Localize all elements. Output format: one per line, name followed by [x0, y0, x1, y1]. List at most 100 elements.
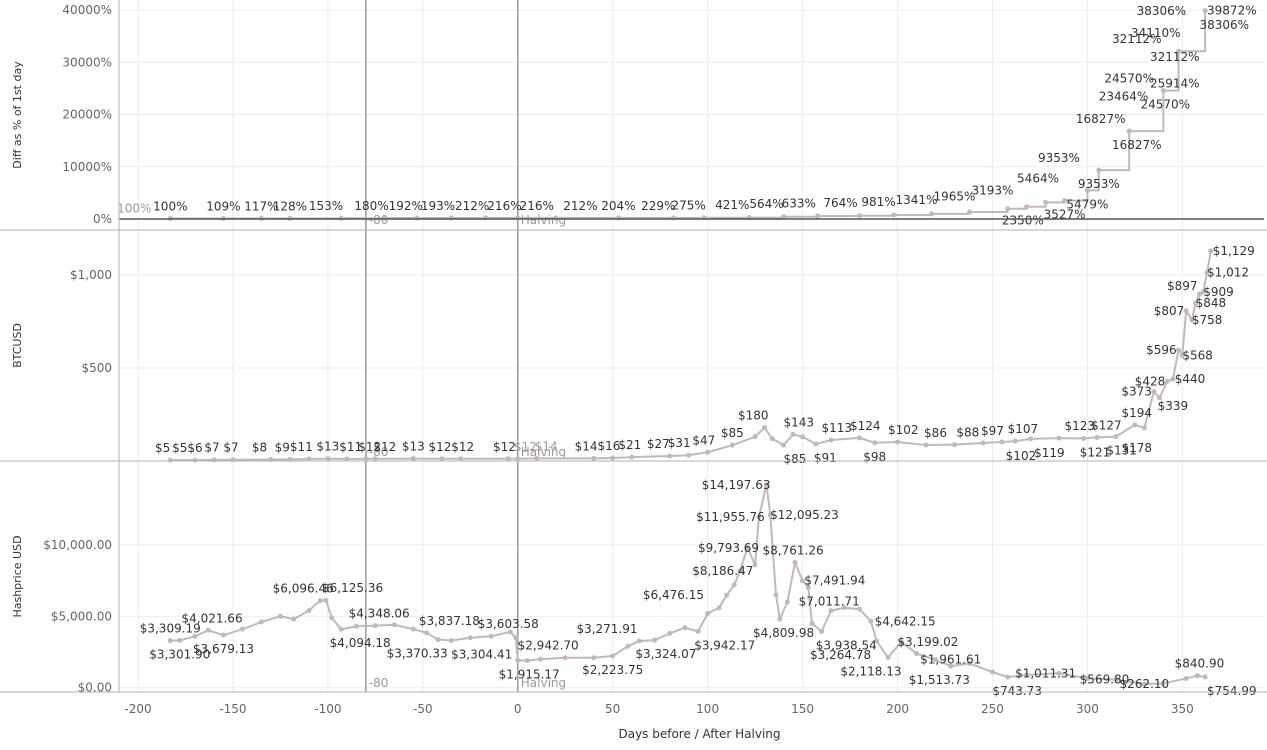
data-label: 109%	[206, 199, 240, 213]
data-point	[1062, 198, 1068, 204]
data-label: $3,938.54	[816, 638, 877, 652]
data-label: $4,642.15	[875, 614, 936, 628]
data-label: $14	[535, 439, 558, 453]
data-label: $86	[924, 426, 947, 440]
data-point	[800, 434, 806, 440]
data-label: 1965%	[934, 190, 976, 204]
data-label: 981%	[861, 195, 895, 209]
data-point	[372, 623, 378, 629]
reference-line-label: Halving	[521, 445, 566, 459]
data-label: $2,118.13	[840, 664, 901, 678]
data-point	[363, 456, 369, 462]
data-point	[923, 442, 929, 448]
data-point	[784, 599, 790, 605]
data-label: $3,264.78	[810, 648, 871, 662]
data-label: $1,129	[1213, 244, 1255, 258]
data-label: 212%	[563, 199, 597, 213]
data-label: $3,679.13	[193, 642, 254, 656]
x-axis-label: Days before / After Halving	[618, 727, 780, 741]
data-point	[1005, 206, 1011, 212]
data-label: $758	[1192, 313, 1223, 327]
data-point	[1160, 88, 1166, 94]
data-label: $119	[1034, 446, 1065, 460]
data-point	[1113, 677, 1119, 683]
data-label: $7	[223, 441, 238, 455]
data-point	[716, 605, 722, 611]
data-label: $21	[618, 438, 641, 452]
data-point	[610, 653, 616, 659]
data-label: 212%	[455, 199, 489, 213]
data-point	[1202, 8, 1208, 14]
data-point	[410, 626, 416, 632]
data-point	[382, 215, 388, 221]
data-label: 5464%	[1017, 171, 1059, 185]
data-point	[167, 457, 173, 463]
data-point	[323, 597, 329, 603]
data-label: $91	[814, 451, 837, 465]
data-point	[538, 656, 544, 662]
data-point	[344, 456, 350, 462]
data-point	[353, 623, 359, 629]
data-point	[1202, 674, 1208, 680]
data-point	[1195, 673, 1201, 679]
data-point	[591, 455, 597, 461]
data-point	[1043, 199, 1049, 205]
data-point	[980, 440, 986, 446]
data-label: $8,186.47	[692, 564, 753, 578]
data-point	[467, 635, 473, 641]
data-label: $4,809.98	[753, 626, 814, 640]
data-point	[857, 606, 863, 612]
data-point	[885, 654, 891, 660]
data-point	[667, 630, 673, 636]
data-label: $754.99	[1207, 684, 1257, 698]
data-point	[1157, 395, 1163, 401]
data-label: $3,301.90	[149, 647, 210, 661]
data-point	[329, 615, 335, 621]
data-point	[211, 457, 217, 463]
data-point	[764, 482, 770, 488]
reference-line-label: Halving	[521, 213, 566, 227]
data-label: $3,271.91	[576, 622, 637, 636]
data-point	[610, 455, 616, 461]
series-line	[170, 250, 1212, 462]
data-point	[1056, 435, 1062, 441]
data-label: $339	[1158, 399, 1189, 413]
x-tick-label: 0	[514, 702, 522, 716]
data-label: $16	[597, 439, 620, 453]
data-label: 16827%	[1112, 138, 1162, 152]
data-label: $840.90	[1175, 657, 1225, 671]
data-point	[258, 619, 264, 625]
data-point	[325, 456, 331, 462]
data-point	[805, 585, 811, 591]
data-label: $2,942.70	[518, 639, 579, 653]
data-label: 34110%	[1131, 26, 1181, 40]
data-point	[1113, 434, 1119, 440]
data-label: $194	[1122, 406, 1153, 420]
y-axis-label: Diff as % of 1st day	[11, 61, 24, 169]
reference-line-label: -80	[369, 445, 389, 459]
data-point	[667, 453, 673, 459]
data-point	[695, 628, 701, 634]
data-point	[448, 638, 454, 644]
data-label: 100%	[153, 199, 187, 213]
data-label: $12	[373, 440, 396, 454]
data-label: $47	[692, 433, 715, 447]
data-point	[828, 608, 834, 614]
data-label: 32112%	[1112, 32, 1162, 46]
data-point	[891, 212, 897, 218]
data-label: 564%	[749, 197, 783, 211]
data-point	[841, 605, 847, 611]
data-label: 16827%	[1076, 112, 1126, 126]
data-point	[762, 425, 768, 431]
data-label: 32112%	[1150, 50, 1200, 64]
data-point	[1094, 434, 1100, 440]
data-label: $4,021.66	[182, 611, 243, 625]
data-label: $897	[1167, 279, 1198, 293]
data-label: $6,125.36	[322, 581, 383, 595]
data-point	[277, 613, 283, 619]
data-label: 216%	[487, 199, 521, 213]
data-label: $178	[1122, 441, 1153, 455]
